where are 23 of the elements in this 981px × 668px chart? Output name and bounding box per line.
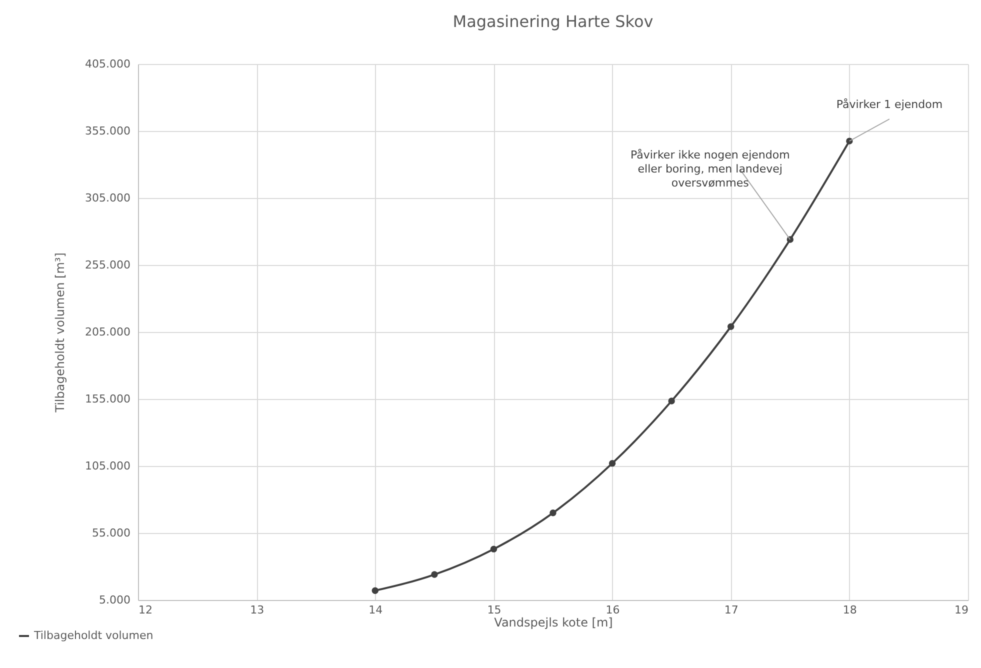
- y-tick-label: 105.000: [85, 460, 130, 472]
- x-tick-label: 13: [250, 604, 264, 616]
- x-tick-label: 14: [368, 604, 383, 616]
- annotation: Påvirker ikke nogen ejendom eller boring, men landevej oversvømmes: [630, 148, 790, 190]
- y-tick-label: 155.000: [85, 392, 130, 406]
- legend-label: Tilbageholdt volumen: [33, 629, 154, 642]
- chart-title: Magasinering Harte Skov: [452, 12, 654, 31]
- x-tick-label: 15: [487, 604, 502, 616]
- x-axis-title: Vandspejls kote [m]: [494, 616, 613, 630]
- y-tick-label: 305.000: [85, 192, 130, 204]
- y-axis-title: Tilbageholdt volumen [m³]: [53, 252, 68, 414]
- x-tick-label: 12: [138, 604, 152, 616]
- x-tick-label: 17: [724, 604, 738, 616]
- y-tick-label: 55.000: [92, 526, 130, 540]
- x-tick-label: 19: [954, 604, 968, 616]
- x-tick-label: 16: [606, 604, 620, 616]
- x-tick-label: 18: [842, 604, 857, 616]
- y-tick-label: 405.000: [85, 58, 130, 70]
- y-tick-label: 205.000: [85, 326, 130, 338]
- annotation: Påvirker 1 ejendom: [836, 98, 943, 112]
- y-tick-label: 255.000: [85, 258, 130, 272]
- y-tick-label: 355.000: [85, 124, 130, 138]
- y-tick-label: 5.000: [99, 594, 130, 606]
